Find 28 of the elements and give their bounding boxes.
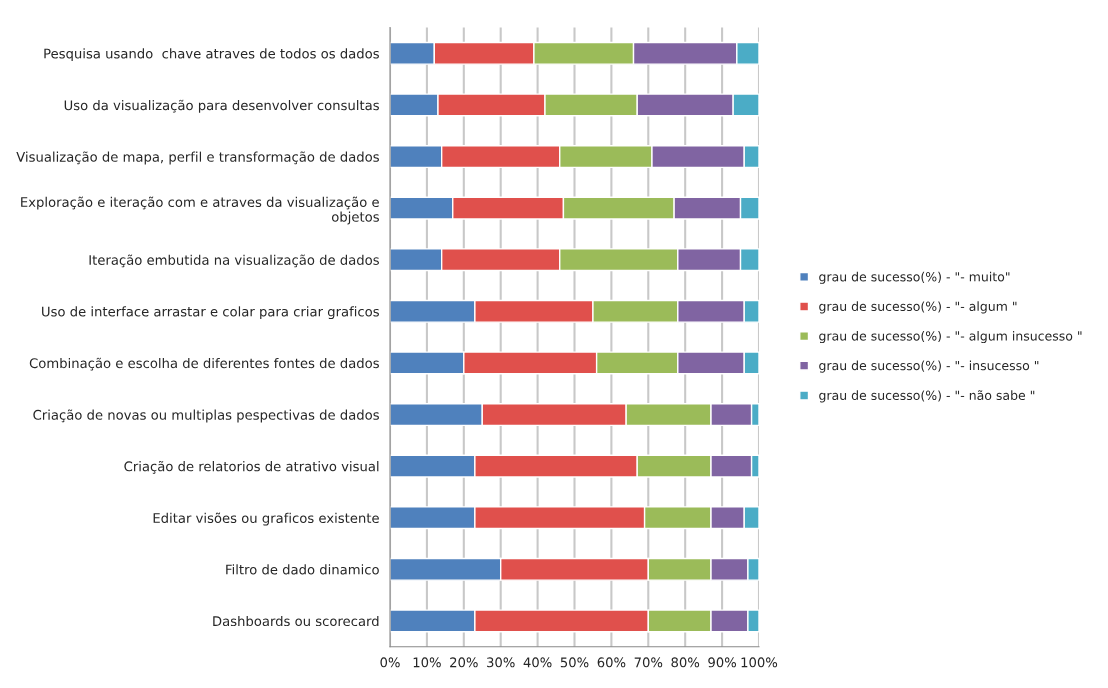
legend-label: grau de sucesso(%) - "- muito" [819, 271, 1010, 284]
x-tick-label: 40% [523, 657, 552, 668]
y-tick-label: Criação de novas ou multiplas pespectivas de dados [33, 409, 379, 423]
y-tick-label: Exploração e iteração com e atraves da visualização e objetos [21, 196, 379, 225]
legend-label: grau de sucesso(%) - "- algum insucesso " [819, 330, 1082, 344]
y-tick-label: Iteração embutida na visualização de dados [89, 254, 379, 268]
y-tick-label: Editar visões ou graficos existente [153, 512, 379, 526]
y-tick-label: Filtro de dado dinamico [226, 564, 379, 575]
legend-label: grau de sucesso(%) - "- algum " [819, 301, 1017, 314]
x-tick-label: 90% [708, 657, 737, 668]
legend-label: grau de sucesso(%) - "- não sabe " [819, 390, 1035, 403]
y-tick-label: Pesquisa usando chave atraves de todos os dados [44, 48, 379, 62]
x-tick-label: 10% [413, 657, 441, 668]
legend-label: grau de sucesso(%) - "- insucesso " [819, 360, 1039, 373]
x-tick-label: 30% [487, 657, 515, 668]
x-tick-label: 80% [671, 657, 700, 668]
y-tick-label: Dashboards ou scorecard [213, 615, 379, 627]
y-tick-label: Uso de interface arrastar e colar para criar graficos [42, 306, 379, 320]
y-tick-label: Visualização de mapa, perfil e transformação de dados [16, 151, 379, 165]
y-tick-label: Uso da visualização para desenvolver consultas [64, 99, 379, 113]
x-tick-label: 60% [597, 657, 626, 668]
y-tick-label: Combinação e escolha de diferentes fontes de dados [29, 357, 379, 371]
x-tick-label: 0% [380, 657, 400, 668]
x-tick-label: 50% [560, 657, 589, 668]
x-tick-label: 70% [634, 657, 663, 668]
x-tick-label: 100% [741, 657, 778, 668]
y-tick-label: Criação de relatorios de atrativo visual [124, 460, 379, 474]
x-tick-label: 20% [450, 657, 478, 668]
